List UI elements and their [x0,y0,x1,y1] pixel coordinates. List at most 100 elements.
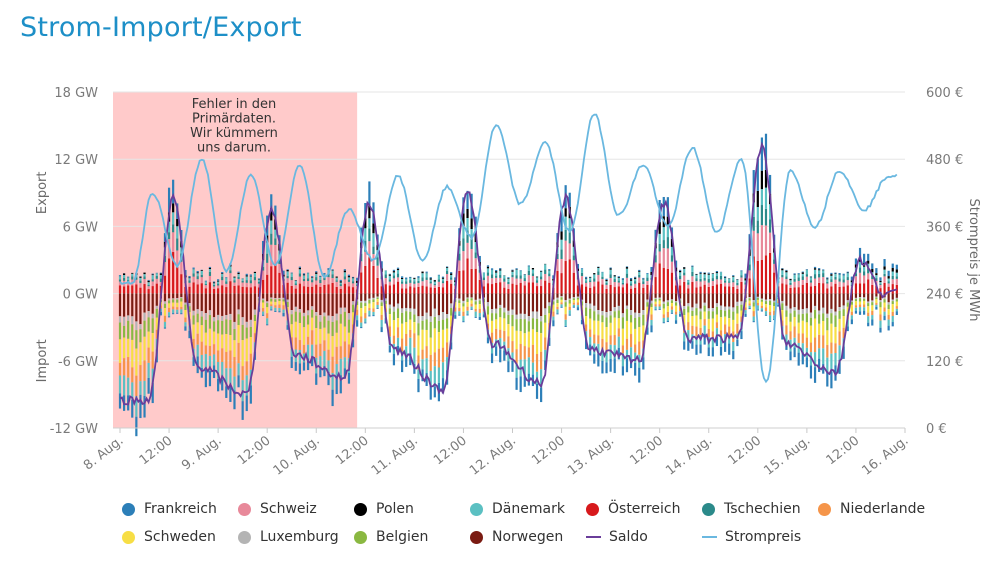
bar-segment [204,313,207,320]
legend-item[interactable]: Österreich [586,500,702,518]
bar-segment [879,283,882,285]
bar-segment [184,302,187,305]
legend-item[interactable]: Strompreis [702,528,818,546]
bar-segment [364,313,367,319]
bar-segment [474,242,477,253]
bar-segment [151,313,154,319]
bar-segment [732,319,735,332]
bar-segment [695,315,698,327]
bar-segment [217,362,220,379]
bar-segment [740,331,743,340]
bar-segment [347,372,351,384]
bar-segment [499,293,502,305]
bar-segment [396,267,400,269]
bar-segment [139,293,142,325]
bar-segment [540,279,543,287]
bar-segment [417,280,420,284]
legend-item[interactable]: Schweiz [238,500,354,518]
bar-segment [196,279,199,285]
bar-segment [642,287,645,294]
legend-item[interactable]: Luxemburg [238,528,354,546]
bar-segment [666,311,669,318]
legend-item[interactable]: Frankreich [122,500,238,518]
bar-segment [511,277,514,284]
bar-segment [629,288,633,294]
bar-segment [887,325,890,331]
bar-segment [576,263,580,269]
bar-segment [654,301,657,305]
bar-segment [286,275,289,279]
bar-segment [200,316,203,326]
bar-segment [793,281,796,288]
bar-segment [454,277,457,281]
bar-segment [646,299,649,303]
bar-segment [699,273,702,275]
bar-segment [503,275,506,279]
bar-segment [409,282,412,287]
bar-segment [670,300,674,304]
legend-item[interactable]: Belgien [354,528,470,546]
bar-segment [634,318,637,329]
bar-segment [634,278,637,282]
bar-segment [458,308,461,312]
bar-segment [347,286,351,294]
bar-segment [327,273,330,278]
bar-segment [535,282,539,287]
bar-segment [589,287,592,294]
bar-segment [335,313,338,321]
bar-segment [462,251,465,271]
bar-segment [388,308,391,315]
legend-item[interactable]: Polen [354,500,470,518]
legend-item[interactable]: Tschechien [702,500,818,518]
bar-segment [568,243,571,260]
bar-segment [813,309,817,319]
legend-item[interactable]: Schweden [122,528,238,546]
bar-segment [261,311,265,315]
bar-segment [609,269,612,275]
bar-segment [691,293,694,308]
legend-item[interactable]: Norwegen [470,528,586,546]
bar-segment [339,375,342,394]
legend-label: Tschechien [724,501,801,517]
bar-segment [584,281,588,283]
bar-segment [151,351,154,369]
bar-segment [360,272,363,294]
bar-segment [564,240,567,262]
bar-segment [564,261,567,294]
bar-segment [180,306,183,310]
bar-segment [830,286,833,294]
bar-segment [519,313,522,319]
bar-segment [589,282,592,288]
bar-segment [699,274,702,279]
legend-item[interactable]: Saldo [586,528,702,546]
bar-segment [801,309,804,314]
bar-segment [527,275,530,283]
bar-segment [584,276,588,279]
bar-segment [662,322,665,324]
bar-segment [466,301,469,307]
bar-segment [409,337,412,354]
bar-segment [327,333,330,350]
right-tick-label: 360 € [926,220,963,235]
bar-segment [773,263,776,273]
bar-segment [474,293,477,300]
bar-segment [879,288,882,294]
bar-segment [118,339,122,363]
bar-segment [895,272,898,277]
bar-segment [490,284,494,294]
bar-segment [560,304,563,307]
bar-segment [531,318,535,330]
bar-segment [253,321,257,334]
bar-segment [695,274,698,279]
legend-item[interactable]: Niederlande [818,500,948,518]
bar-segment [221,361,224,380]
bar-segment [691,265,694,267]
bar-segment [691,307,694,311]
legend-item[interactable]: Dänemark [470,500,586,518]
bar-segment [793,310,796,317]
bar-segment [233,321,236,330]
bar-segment [368,293,371,299]
bar-segment [188,306,191,313]
bar-segment [760,137,764,171]
bar-segment [474,258,477,269]
